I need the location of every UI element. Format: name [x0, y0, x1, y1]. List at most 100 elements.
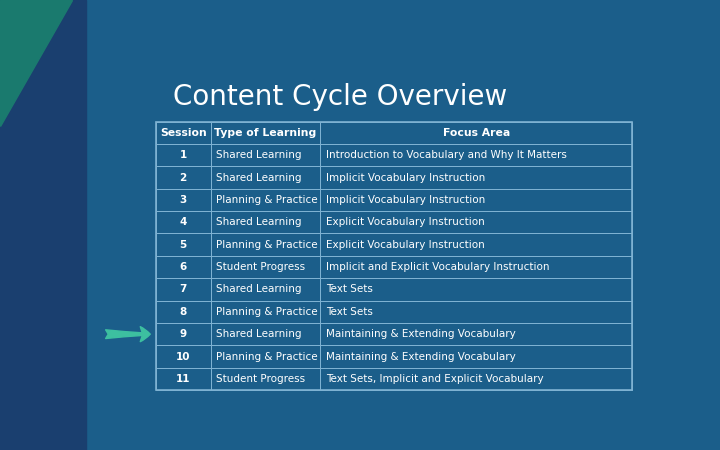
Text: Planning & Practice: Planning & Practice — [216, 307, 318, 317]
Bar — [320, 189, 632, 211]
Bar — [156, 189, 211, 211]
Bar — [156, 122, 211, 144]
Text: Text Sets: Text Sets — [326, 284, 373, 294]
Bar — [320, 211, 632, 234]
Bar — [211, 278, 320, 301]
Bar — [211, 323, 320, 345]
Bar — [211, 122, 320, 144]
Text: Session: Session — [160, 128, 207, 138]
Bar — [156, 144, 211, 166]
Bar — [156, 345, 211, 368]
Text: Shared Learning: Shared Learning — [216, 172, 302, 183]
Bar — [320, 345, 632, 368]
Text: Focus Area: Focus Area — [443, 128, 510, 138]
Text: Type of Learning: Type of Learning — [215, 128, 317, 138]
Bar — [320, 278, 632, 301]
Bar — [211, 211, 320, 234]
Bar — [320, 368, 632, 390]
Text: Shared Learning: Shared Learning — [216, 150, 302, 160]
Text: Implicit Vocabulary Instruction: Implicit Vocabulary Instruction — [326, 172, 485, 183]
Bar — [156, 122, 632, 390]
Bar — [320, 144, 632, 166]
Text: 1: 1 — [179, 150, 187, 160]
Text: 10: 10 — [176, 351, 191, 361]
Text: Text Sets: Text Sets — [326, 307, 373, 317]
Text: 2: 2 — [179, 172, 187, 183]
Text: Maintaining & Extending Vocabulary: Maintaining & Extending Vocabulary — [326, 329, 516, 339]
Bar — [320, 166, 632, 189]
Bar — [320, 301, 632, 323]
Text: 9: 9 — [180, 329, 186, 339]
Text: Implicit and Explicit Vocabulary Instruction: Implicit and Explicit Vocabulary Instruc… — [326, 262, 549, 272]
Text: 4: 4 — [179, 217, 187, 227]
Text: Student Progress: Student Progress — [216, 374, 305, 384]
Text: 5: 5 — [179, 240, 187, 250]
Bar — [156, 122, 211, 144]
Text: Shared Learning: Shared Learning — [216, 284, 302, 294]
Bar — [320, 256, 632, 278]
Text: 3: 3 — [179, 195, 187, 205]
Text: Planning & Practice: Planning & Practice — [216, 351, 318, 361]
Text: Content Cycle Overview: Content Cycle Overview — [173, 83, 507, 112]
Bar — [320, 345, 632, 368]
Bar — [320, 122, 632, 144]
Text: Text Sets, Implicit and Explicit Vocabulary: Text Sets, Implicit and Explicit Vocabul… — [326, 374, 544, 384]
Bar — [211, 278, 320, 301]
Bar — [211, 122, 320, 144]
Bar — [320, 278, 632, 301]
Bar — [211, 256, 320, 278]
Text: Planning & Practice: Planning & Practice — [216, 195, 318, 205]
Bar — [211, 368, 320, 390]
Bar — [211, 301, 320, 323]
Bar — [211, 189, 320, 211]
Text: Explicit Vocabulary Instruction: Explicit Vocabulary Instruction — [326, 240, 485, 250]
Bar — [156, 211, 211, 234]
Bar — [156, 278, 211, 301]
Bar — [320, 234, 632, 256]
Bar — [156, 166, 211, 189]
Bar — [320, 144, 632, 166]
Bar — [320, 301, 632, 323]
Bar — [211, 301, 320, 323]
Bar — [156, 234, 211, 256]
Text: Introduction to Vocabulary and Why It Matters: Introduction to Vocabulary and Why It Ma… — [326, 150, 567, 160]
Bar — [156, 345, 211, 368]
Bar — [320, 122, 632, 144]
Text: 8: 8 — [179, 307, 187, 317]
Text: Maintaining & Extending Vocabulary: Maintaining & Extending Vocabulary — [326, 351, 516, 361]
Bar — [211, 234, 320, 256]
Bar — [156, 301, 211, 323]
Bar — [320, 256, 632, 278]
Bar — [156, 144, 211, 166]
Text: 6: 6 — [179, 262, 187, 272]
Bar — [320, 323, 632, 345]
Bar — [320, 211, 632, 234]
Bar — [156, 166, 211, 189]
Bar — [211, 345, 320, 368]
Bar — [156, 301, 211, 323]
Bar — [156, 278, 211, 301]
Bar — [156, 256, 211, 278]
Bar — [156, 368, 211, 390]
Bar — [156, 323, 211, 345]
Bar — [211, 166, 320, 189]
Bar — [320, 323, 632, 345]
Bar — [211, 189, 320, 211]
Bar — [156, 323, 211, 345]
Text: Student Progress: Student Progress — [216, 262, 305, 272]
Bar — [156, 189, 211, 211]
Bar — [211, 345, 320, 368]
Bar — [320, 166, 632, 189]
Bar — [211, 144, 320, 166]
Text: Shared Learning: Shared Learning — [216, 217, 302, 227]
Bar — [320, 234, 632, 256]
Bar — [211, 368, 320, 390]
Text: Planning & Practice: Planning & Practice — [216, 240, 318, 250]
Text: Explicit Vocabulary Instruction: Explicit Vocabulary Instruction — [326, 217, 485, 227]
Bar — [320, 368, 632, 390]
Bar — [156, 256, 211, 278]
Bar — [211, 211, 320, 234]
Text: 11: 11 — [176, 374, 191, 384]
Bar — [211, 234, 320, 256]
Bar — [156, 368, 211, 390]
